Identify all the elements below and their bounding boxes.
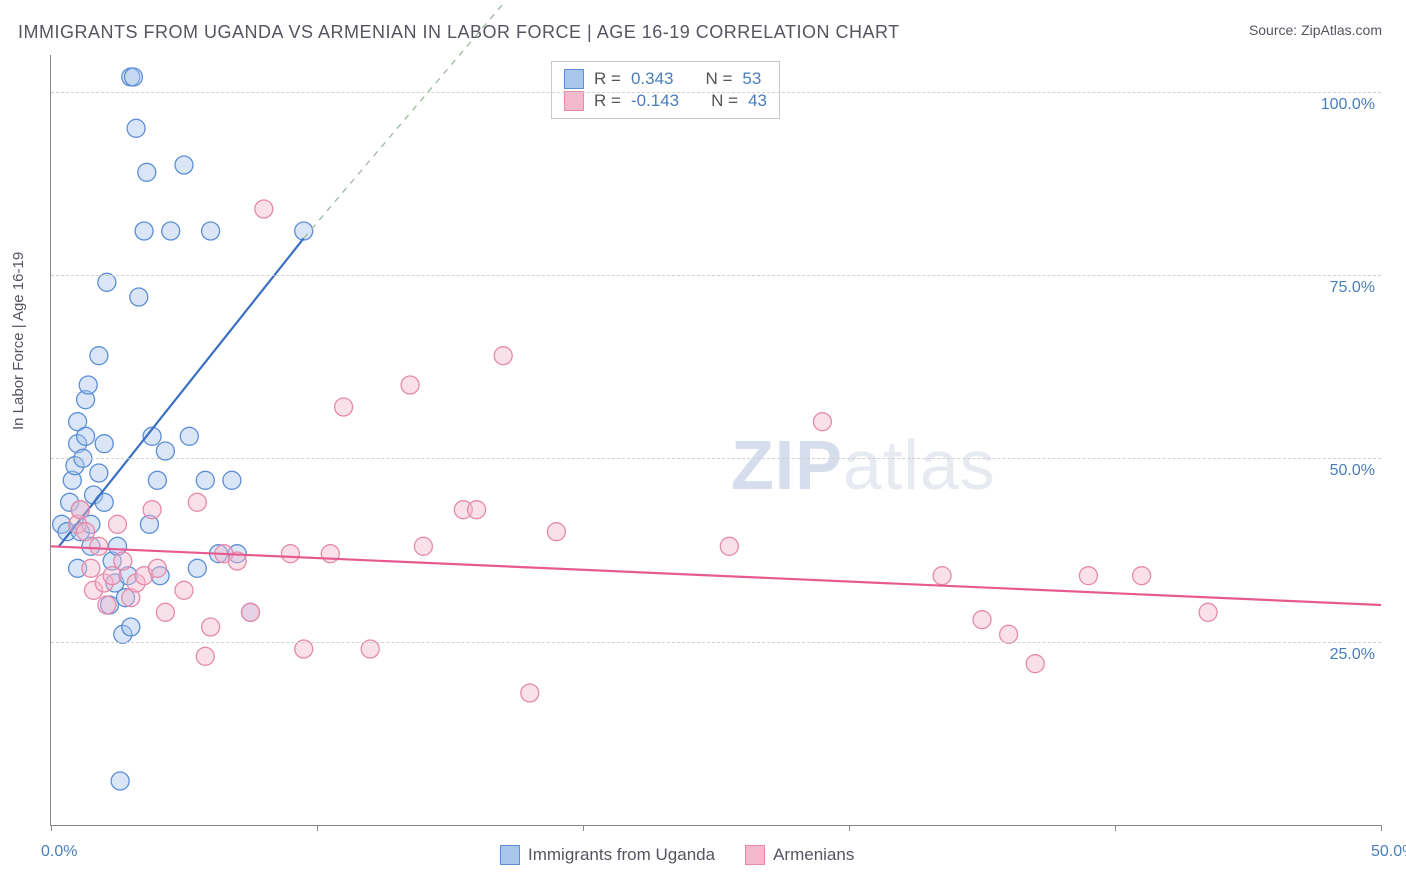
r-value-armenian: -0.143 (631, 91, 679, 111)
watermark-atlas: atlas (843, 426, 996, 504)
r-label: R = (594, 91, 621, 111)
chart-title: IMMIGRANTS FROM UGANDA VS ARMENIAN IN LA… (18, 22, 900, 43)
r-value-uganda: 0.343 (631, 69, 674, 89)
bottom-legend: Immigrants from Uganda Armenians (500, 845, 854, 865)
x-tick-label: 50.0% (1371, 843, 1406, 861)
y-tick-label: 100.0% (1321, 96, 1375, 114)
swatch-uganda (500, 845, 520, 865)
legend-item-armenian: Armenians (745, 845, 854, 865)
plot-area: R = 0.343 N = 53 R = -0.143 N = 43 ZIPat… (50, 55, 1381, 826)
n-value-uganda: 53 (742, 69, 761, 89)
watermark: ZIPatlas (731, 425, 996, 505)
scatter-svg (51, 55, 1381, 825)
y-axis-label: In Labor Force | Age 16-19 (10, 252, 27, 430)
swatch-armenian (564, 91, 584, 111)
n-label: N = (705, 69, 732, 89)
r-label: R = (594, 69, 621, 89)
y-tick-label: 50.0% (1330, 462, 1375, 480)
source-label: Source: ZipAtlas.com (1249, 22, 1382, 38)
stats-legend: R = 0.343 N = 53 R = -0.143 N = 43 (551, 61, 780, 119)
legend-label-uganda: Immigrants from Uganda (528, 845, 715, 865)
x-tick-label: 0.0% (41, 843, 77, 861)
watermark-zip: ZIP (731, 426, 843, 504)
legend-label-armenian: Armenians (773, 845, 854, 865)
swatch-armenian (745, 845, 765, 865)
swatch-uganda (564, 69, 584, 89)
n-value-armenian: 43 (748, 91, 767, 111)
y-tick-label: 25.0% (1330, 646, 1375, 664)
stats-row-uganda: R = 0.343 N = 53 (564, 68, 767, 90)
n-label: N = (711, 91, 738, 111)
y-tick-label: 75.0% (1330, 279, 1375, 297)
legend-item-uganda: Immigrants from Uganda (500, 845, 715, 865)
stats-row-armenian: R = -0.143 N = 43 (564, 90, 767, 112)
